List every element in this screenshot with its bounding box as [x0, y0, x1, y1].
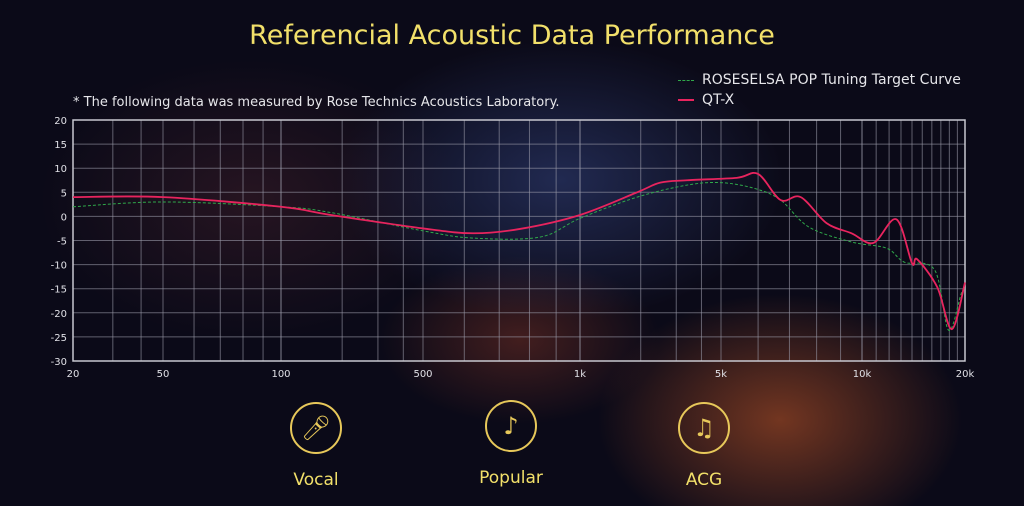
feature-label: Popular: [479, 468, 543, 488]
y-tick-label: 20: [54, 116, 67, 127]
music-note-icon: ♪: [485, 400, 537, 452]
legend: ROSESELSA POP Tuning Target Curve QT-X: [678, 70, 961, 110]
feature-label: Vocal: [293, 470, 339, 490]
legend-label: ROSESELSA POP Tuning Target Curve: [702, 72, 961, 88]
y-tick-label: -25: [51, 333, 67, 344]
legend-label: QT-X: [702, 92, 735, 108]
measurement-note: * The following data was measured by Ros…: [73, 95, 560, 110]
x-tick-label: 500: [413, 369, 432, 380]
feature-label: ACG: [685, 470, 723, 490]
y-tick-label: -15: [51, 285, 67, 296]
y-tick-label: -30: [51, 357, 67, 368]
x-tick-label: 10k: [853, 369, 872, 380]
y-tick-label: 10: [54, 164, 67, 175]
y-tick-label: 15: [54, 140, 67, 151]
legend-item-target: ROSESELSA POP Tuning Target Curve: [678, 70, 961, 90]
y-tick-label: -10: [51, 261, 67, 272]
x-tick-label: 100: [271, 369, 290, 380]
page-title: Referencial Acoustic Data Performance: [249, 20, 775, 51]
x-tick-label: 20: [67, 369, 80, 380]
x-tick-label: 20k: [956, 369, 975, 380]
microphone-icon: 🎤︎: [290, 402, 342, 454]
dashed-line-swatch: [678, 79, 694, 81]
target-curve-line: [72, 181, 966, 331]
y-tick-label: 5: [61, 188, 67, 199]
feature-vocal: 🎤︎ Vocal: [256, 402, 376, 490]
solid-line-swatch: [678, 99, 694, 101]
microphone-music-icon: ♫: [678, 402, 730, 454]
y-tick-label: -20: [51, 309, 67, 320]
qtx-curve-line: [72, 171, 966, 331]
feature-acg: ♫ ACG: [644, 402, 764, 490]
plot-frame: [72, 119, 966, 362]
feature-popular: ♪ Popular: [451, 400, 571, 488]
y-tick-label: -5: [57, 237, 67, 248]
x-tick-label: 1k: [574, 369, 586, 380]
x-tick-label: 5k: [715, 369, 727, 380]
y-tick-label: 0: [61, 212, 67, 223]
legend-item-qtx: QT-X: [678, 90, 961, 110]
x-tick-label: 50: [157, 369, 170, 380]
